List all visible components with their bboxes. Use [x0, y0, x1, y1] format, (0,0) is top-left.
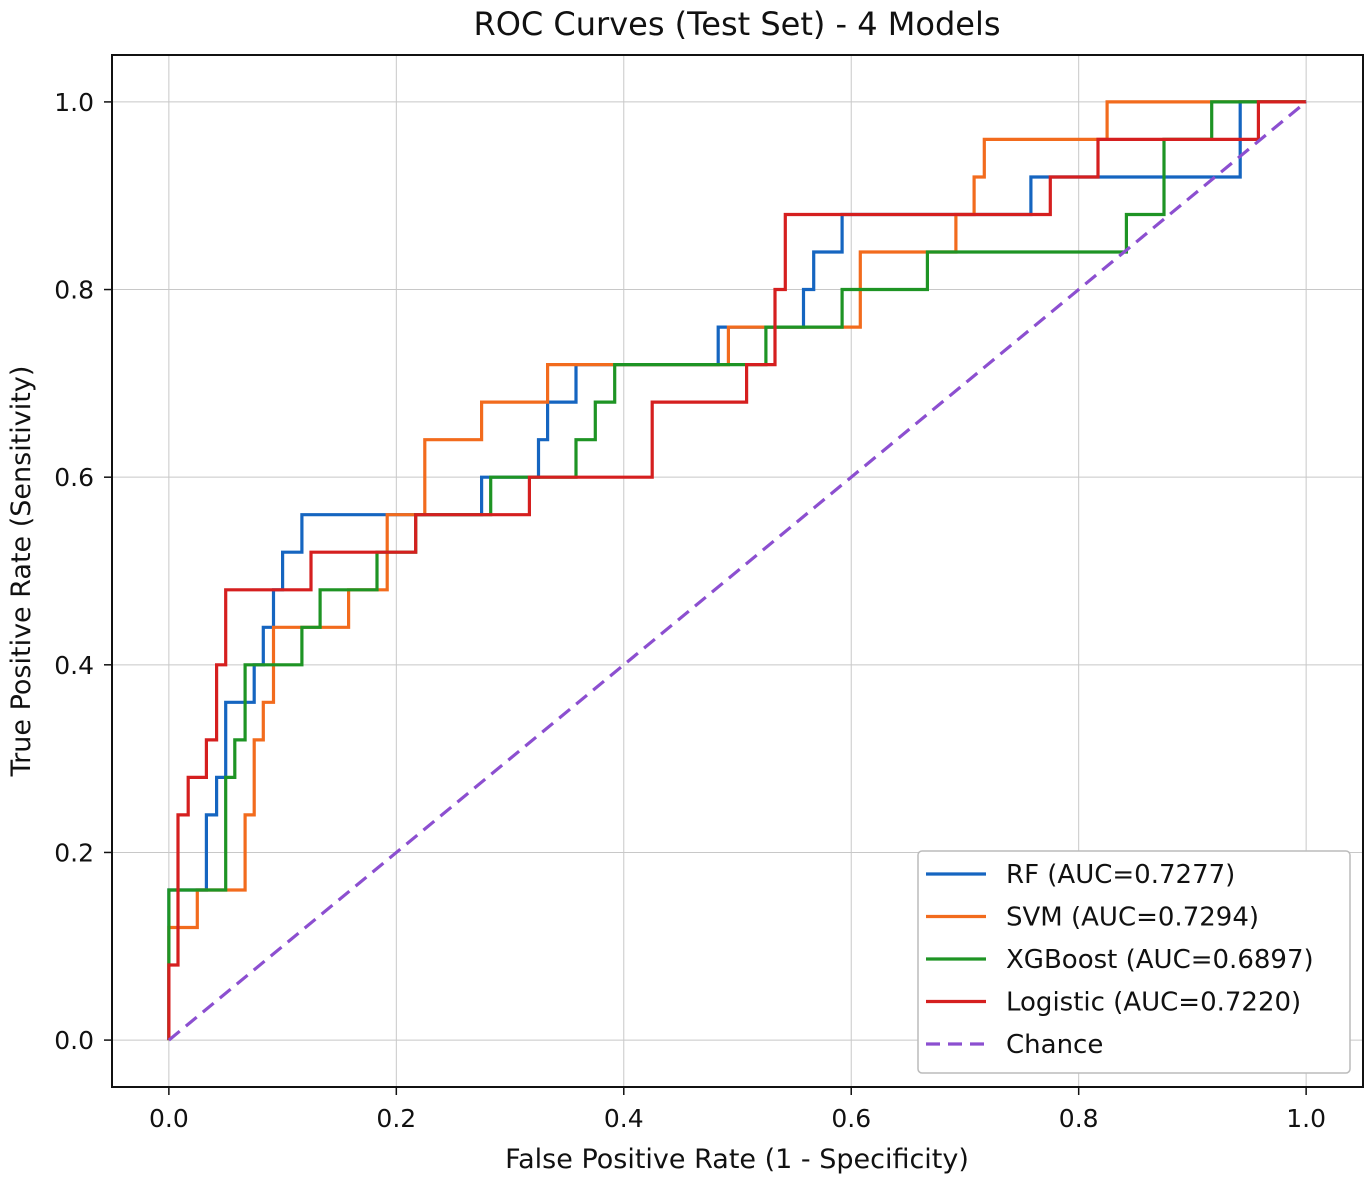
roc-line-rf [167, 100, 1307, 1041]
x-tick-label: 0.2 [376, 1104, 416, 1133]
legend-label: Chance [1006, 1030, 1103, 1060]
legend-label: RF (AUC=0.7277) [1006, 860, 1235, 890]
chance-line [167, 100, 1308, 1042]
legend-label: SVM (AUC=0.7294) [1006, 903, 1259, 933]
y-tick-label: 0.0 [54, 1026, 94, 1055]
y-tick-label: 0.8 [54, 276, 94, 305]
y-tick-label: 1.0 [54, 88, 94, 117]
plot-frame [111, 54, 1364, 1088]
y-tick-label: 0.2 [54, 838, 94, 867]
x-tick-label: 0.4 [604, 1104, 644, 1133]
y-tick-label: 0.6 [54, 463, 94, 492]
x-tick-label: 1.0 [1286, 1104, 1326, 1133]
y-tick-label: 0.4 [54, 651, 94, 680]
series-group [167, 100, 1308, 1042]
y-axis-label: True Positive Rate (Sensitivity) [6, 366, 37, 778]
ticks: 0.0 0.2 0.4 0.6 0.8 1.0 0.0 0.2 0.4 0.6 0.8 1.0 [54, 88, 1326, 1133]
grid [112, 55, 1363, 1087]
legend-label: Logistic (AUC=0.7220) [1006, 988, 1301, 1018]
legend-label: XGBoost (AUC=0.6897) [1006, 945, 1314, 975]
chart-title: ROC Curves (Test Set) - 4 Models [473, 5, 1000, 43]
legend: RF (AUC=0.7277) SVM (AUC=0.7294) XGBoost (… [917, 850, 1351, 1074]
legend-box [917, 850, 1351, 1074]
roc-line-logistic [167, 100, 1307, 1041]
x-axis-label: False Positive Rate (1 - Specificity) [505, 1144, 969, 1175]
x-tick-label: 0.0 [149, 1104, 189, 1133]
roc-line-svm [167, 100, 1307, 1041]
x-tick-label: 0.6 [831, 1104, 871, 1133]
x-tick-label: 0.8 [1059, 1104, 1099, 1133]
